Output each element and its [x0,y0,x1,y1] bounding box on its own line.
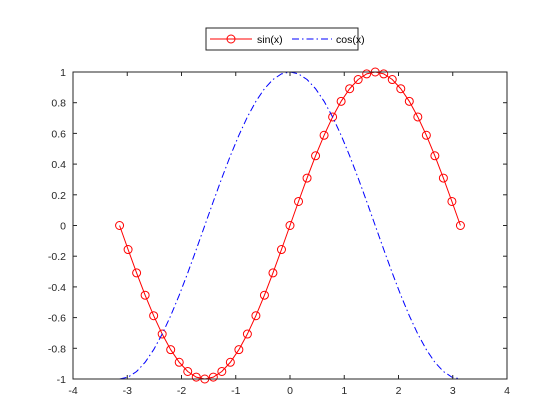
x-tick-label: -1 [231,385,240,397]
data-point-marker [217,366,227,376]
legend-marker-sin [226,34,236,44]
y-tick-label: -0.6 [48,313,66,325]
data-point-marker [379,69,389,79]
data-point-marker [191,372,201,382]
data-point-marker [328,112,338,122]
legend-label-sin: sin(x) [257,34,283,46]
data-point-marker [140,290,150,300]
y-tick-label: 0.6 [51,128,66,140]
data-point-marker [123,245,133,255]
axes-layer: -4 -3 -2 -1 0 1 2 3 4 -1 -0.8 -0.6 -0.4 -0.2 0 0.2 0.4 0.… [48,67,510,397]
x-tick-label: 2 [396,385,402,397]
data-point-marker [455,221,465,230]
data-point-marker [404,96,414,106]
data-point-marker [396,84,406,94]
data-point-marker [421,130,431,140]
legend-label-cos: cos(x) [336,34,365,46]
data-point-marker [387,75,397,85]
data-point-marker [362,69,372,79]
data-point-marker [183,366,193,376]
x-tick-label: 4 [504,385,510,397]
series-line-sin [119,71,461,380]
x-tick-label: 0 [287,385,293,397]
data-point-marker [166,345,176,355]
data-point-marker [259,290,269,300]
data-point-marker [268,268,278,278]
data-point-marker [115,221,125,230]
data-point-marker [345,84,355,94]
x-tick-label: -4 [68,385,77,397]
series-layer [115,67,465,384]
data-point-marker [302,173,312,183]
data-point-marker [234,345,244,355]
x-tick-label: -3 [123,385,132,397]
y-tick-label: 0 [60,221,66,233]
y-tick-label: 0.4 [51,159,66,171]
data-point-marker [336,96,346,106]
data-point-marker [447,196,457,206]
x-tick-label: 3 [450,385,456,397]
x-tick-label: 1 [341,385,347,397]
y-tick-label: -0.4 [48,282,66,294]
data-point-marker [157,329,167,339]
y-tick-label: -1 [57,374,66,386]
data-point-marker [132,268,142,278]
data-point-marker [285,221,295,230]
y-tick-label: 0.2 [51,190,66,202]
y-tick-label: 0.8 [51,98,66,110]
data-point-marker [319,130,329,140]
data-point-marker [149,311,159,321]
y-tick-label: 1 [60,67,66,79]
y-tick-label: -0.2 [48,251,66,263]
y-tick-label: -0.8 [48,343,66,355]
data-point-marker [276,245,286,255]
data-point-marker [294,196,304,206]
data-point-marker [413,112,423,122]
legend: sin(x) cos(x) [205,27,365,51]
data-point-marker [438,173,448,183]
data-point-marker [430,151,440,161]
data-point-marker [225,357,235,367]
data-point-marker [353,75,363,85]
data-point-marker [174,357,184,367]
data-point-marker [242,329,252,339]
data-point-marker [208,372,218,382]
x-tick-label: -2 [177,385,186,397]
data-point-marker [251,311,261,321]
data-point-marker [311,151,321,161]
series-line-cos [119,71,461,380]
legend-box [205,27,359,51]
